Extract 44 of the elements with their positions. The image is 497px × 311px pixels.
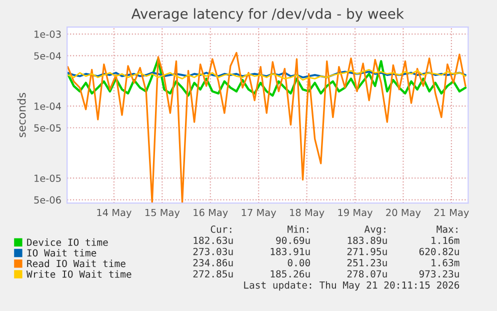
y-tick-label: 5e-04: [34, 52, 61, 60]
chart-title: Average latency for /dev/vda - by week: [131, 8, 404, 22]
text: 973.23u: [419, 270, 459, 278]
text: Last update: Thu May 21 20:11:15 2026: [244, 281, 460, 291]
x-tick-label: 15 May: [145, 208, 180, 218]
text: Max:: [436, 226, 458, 233]
legend-label: IO Wait time: [27, 249, 96, 257]
text: 0.00: [288, 259, 310, 266]
text: Min:: [288, 225, 308, 233]
text: 183.89u: [348, 236, 387, 244]
legend-label: Write IO Wait time: [26, 270, 132, 278]
y-axis-title: seconds: [17, 92, 26, 138]
x-tick-label: 20 May: [386, 208, 421, 218]
text: Avg:: [364, 226, 386, 235]
y-tick-label: 1e-04: [34, 102, 61, 110]
text: 183.91u: [270, 248, 310, 256]
text: 620.82u: [419, 248, 459, 256]
text: 182.63u: [194, 236, 233, 244]
x-tick-label: 17 May: [242, 208, 276, 218]
text: 185.26u: [270, 270, 310, 278]
y-tick-label: 1e-03: [34, 30, 61, 38]
x-tick-label: 16 May: [194, 208, 228, 218]
text: 90.69u: [276, 236, 310, 244]
text: 273.03u: [193, 248, 233, 256]
legend-label: Read IO Wait time: [27, 260, 126, 268]
text: 1.63m: [432, 259, 460, 266]
x-tick-label: 18 May: [290, 208, 324, 218]
legend-label: Device IO time: [27, 238, 108, 246]
text: 251.23u: [347, 259, 387, 266]
text: 234.86u: [193, 259, 233, 266]
text: 278.07u: [347, 270, 387, 278]
text: 1.16m: [432, 236, 460, 244]
y-tick-label: 5e-06: [34, 196, 61, 204]
line-series: [67, 58, 467, 97]
text: 271.95u: [347, 248, 387, 256]
line-series: [67, 68, 466, 81]
line-series: [67, 52, 466, 204]
y-tick-label: 5e-05: [34, 124, 61, 132]
x-tick-label: 19 May: [338, 208, 373, 218]
x-tick-label: 21 May: [434, 208, 469, 218]
y-tick-label: 1e-05: [34, 174, 61, 182]
x-tick-label: 14 May: [97, 208, 132, 218]
text: Cur:: [210, 226, 232, 233]
text: 272.85u: [193, 270, 233, 278]
